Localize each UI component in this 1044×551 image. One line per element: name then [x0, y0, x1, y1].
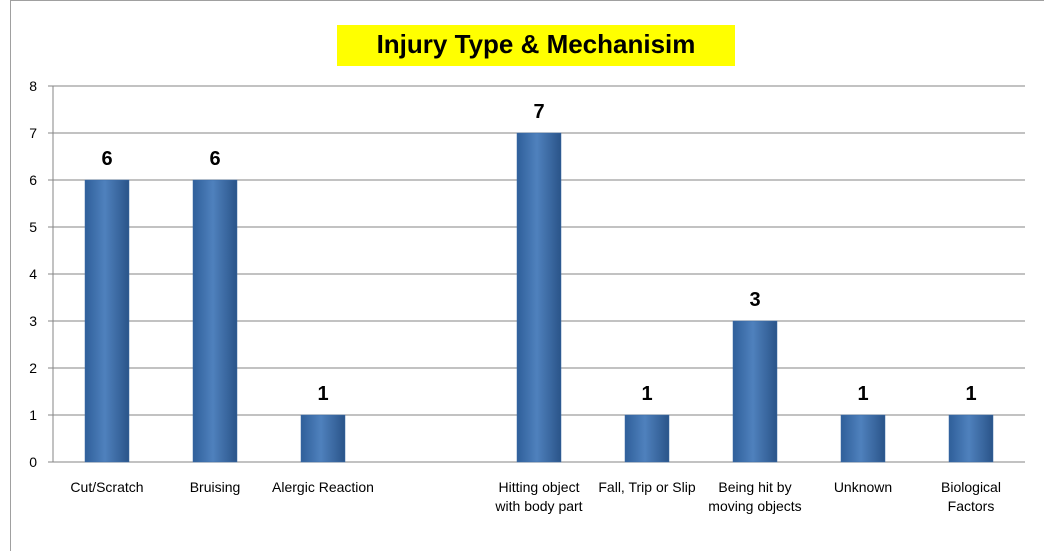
bar: [192, 179, 238, 463]
y-tick-label: 1: [29, 407, 37, 423]
chart-title: Injury Type & Mechanisim: [377, 29, 696, 59]
x-tick-label: Hitting object with body part: [495, 479, 583, 514]
y-tick-label: 2: [29, 360, 37, 376]
bar: [732, 320, 778, 463]
data-label: 7: [533, 101, 544, 123]
data-label: 6: [101, 148, 112, 170]
x-tick-label: Fall, Trip or Slip: [598, 479, 696, 495]
bar: [624, 414, 670, 463]
x-tick-label: Cut/Scratch: [70, 479, 144, 495]
title-background: [337, 25, 735, 66]
y-tick-label: 5: [29, 219, 37, 235]
bar: [516, 132, 562, 463]
y-tick-label: 6: [29, 172, 37, 188]
x-tick-label: Being hit by moving objects: [708, 479, 802, 514]
data-label: 1: [857, 383, 868, 405]
y-tick-label: 3: [29, 313, 37, 329]
data-label: 3: [749, 289, 760, 311]
chart-border: [10, 0, 1044, 551]
x-tick-label: Alergic Reaction: [272, 479, 374, 495]
y-tick-label: 4: [29, 266, 37, 282]
data-label: 6: [209, 148, 220, 170]
data-label: 1: [965, 383, 976, 405]
bar: [300, 414, 346, 463]
bar: [840, 414, 886, 463]
bar: [84, 179, 130, 463]
x-tick-label: Unknown: [833, 479, 893, 495]
y-tick-label: 7: [29, 125, 37, 141]
data-label: 1: [317, 383, 328, 405]
y-tick-label: 0: [29, 454, 37, 470]
y-tick-label: 8: [29, 78, 37, 94]
x-tick-label: Biological Factors: [941, 479, 1001, 514]
x-tick-label: Bruising: [189, 479, 241, 495]
bar: [948, 414, 994, 463]
data-label: 1: [641, 383, 652, 405]
